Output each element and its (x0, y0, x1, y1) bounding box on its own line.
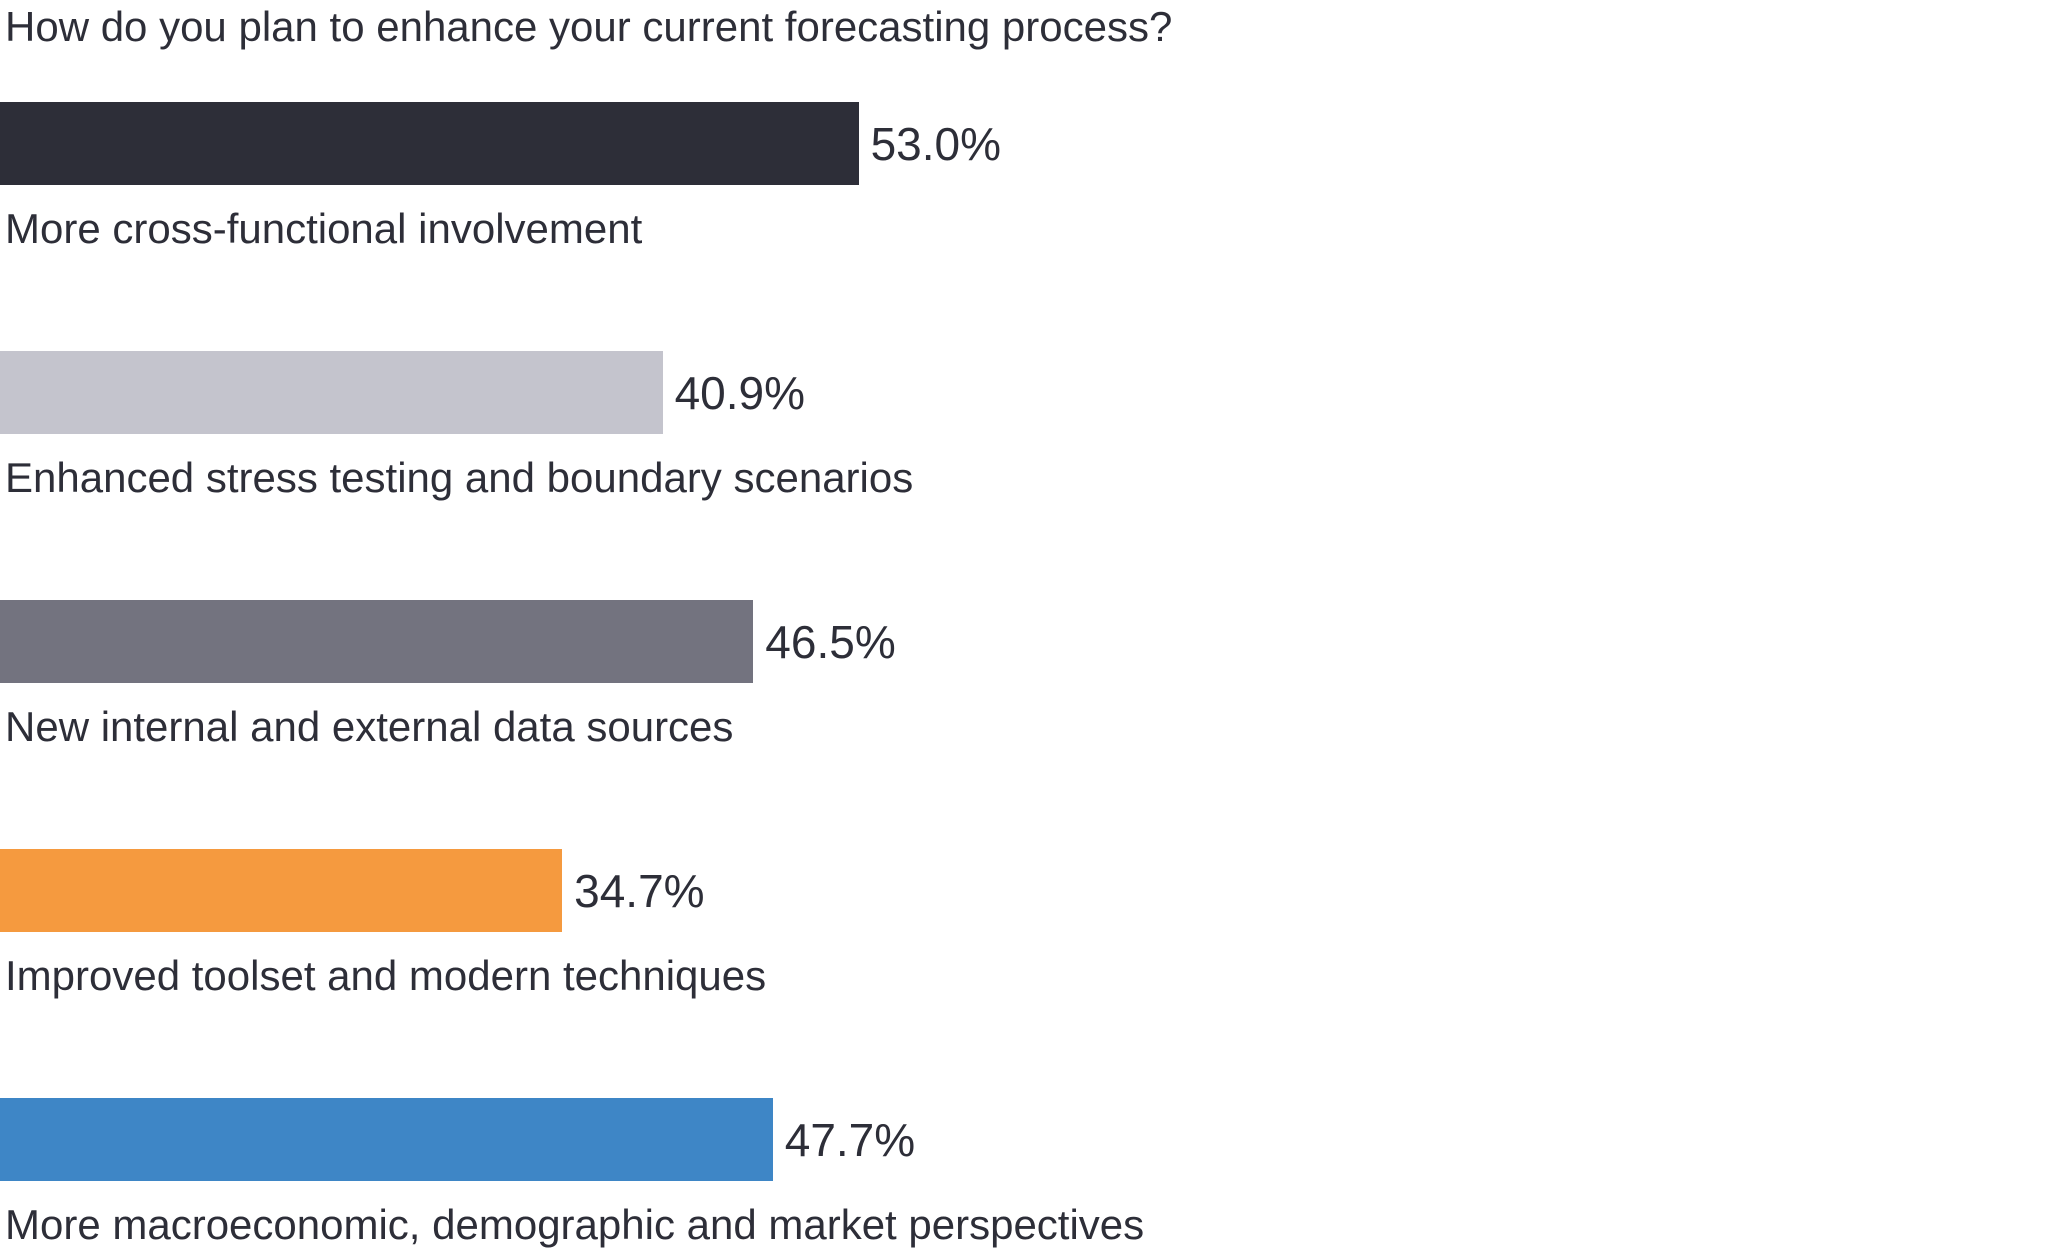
bar-category-label: More cross-functional involvement (5, 205, 643, 252)
bar-value-label: 47.7% (784, 1113, 916, 1166)
bar (0, 1098, 773, 1181)
bar-row: 53.0% (0, 102, 2048, 185)
bar-value-label: 40.9% (674, 366, 806, 419)
bar (0, 849, 563, 932)
bar-category-label: New internal and external data sources (5, 703, 734, 750)
bar-group: 34.7% Improved toolset and modern techni… (0, 849, 2048, 998)
bar (0, 600, 754, 683)
bar-group: 40.9% Enhanced stress testing and bounda… (0, 351, 2048, 500)
bar-value-label: 53.0% (870, 117, 1002, 170)
bar-category-label: Improved toolset and modern techniques (5, 952, 767, 999)
bar-group: 47.7% More macroeconomic, demographic an… (0, 1098, 2048, 1247)
bar-value-label: 46.5% (765, 615, 896, 668)
bar-row: 34.7% (0, 849, 2048, 932)
bar-value-label: 34.7% (574, 864, 705, 917)
bar-row: 47.7% (0, 1098, 2048, 1181)
bar-row: 46.5% (0, 600, 2048, 683)
bar (0, 102, 859, 185)
chart-title: How do you plan to enhance your current … (5, 3, 1173, 50)
bar-groups: 53.0% More cross-functional involvement … (0, 102, 2048, 1247)
bar-group: 46.5% New internal and external data sou… (0, 600, 2048, 749)
bar-row: 40.9% (0, 351, 2048, 434)
bar-category-label: Enhanced stress testing and boundary sce… (5, 454, 914, 501)
bar (0, 351, 663, 434)
bar-category-label: More macroeconomic, demographic and mark… (5, 1201, 1145, 1248)
bar-group: 53.0% More cross-functional involvement (0, 102, 2048, 251)
